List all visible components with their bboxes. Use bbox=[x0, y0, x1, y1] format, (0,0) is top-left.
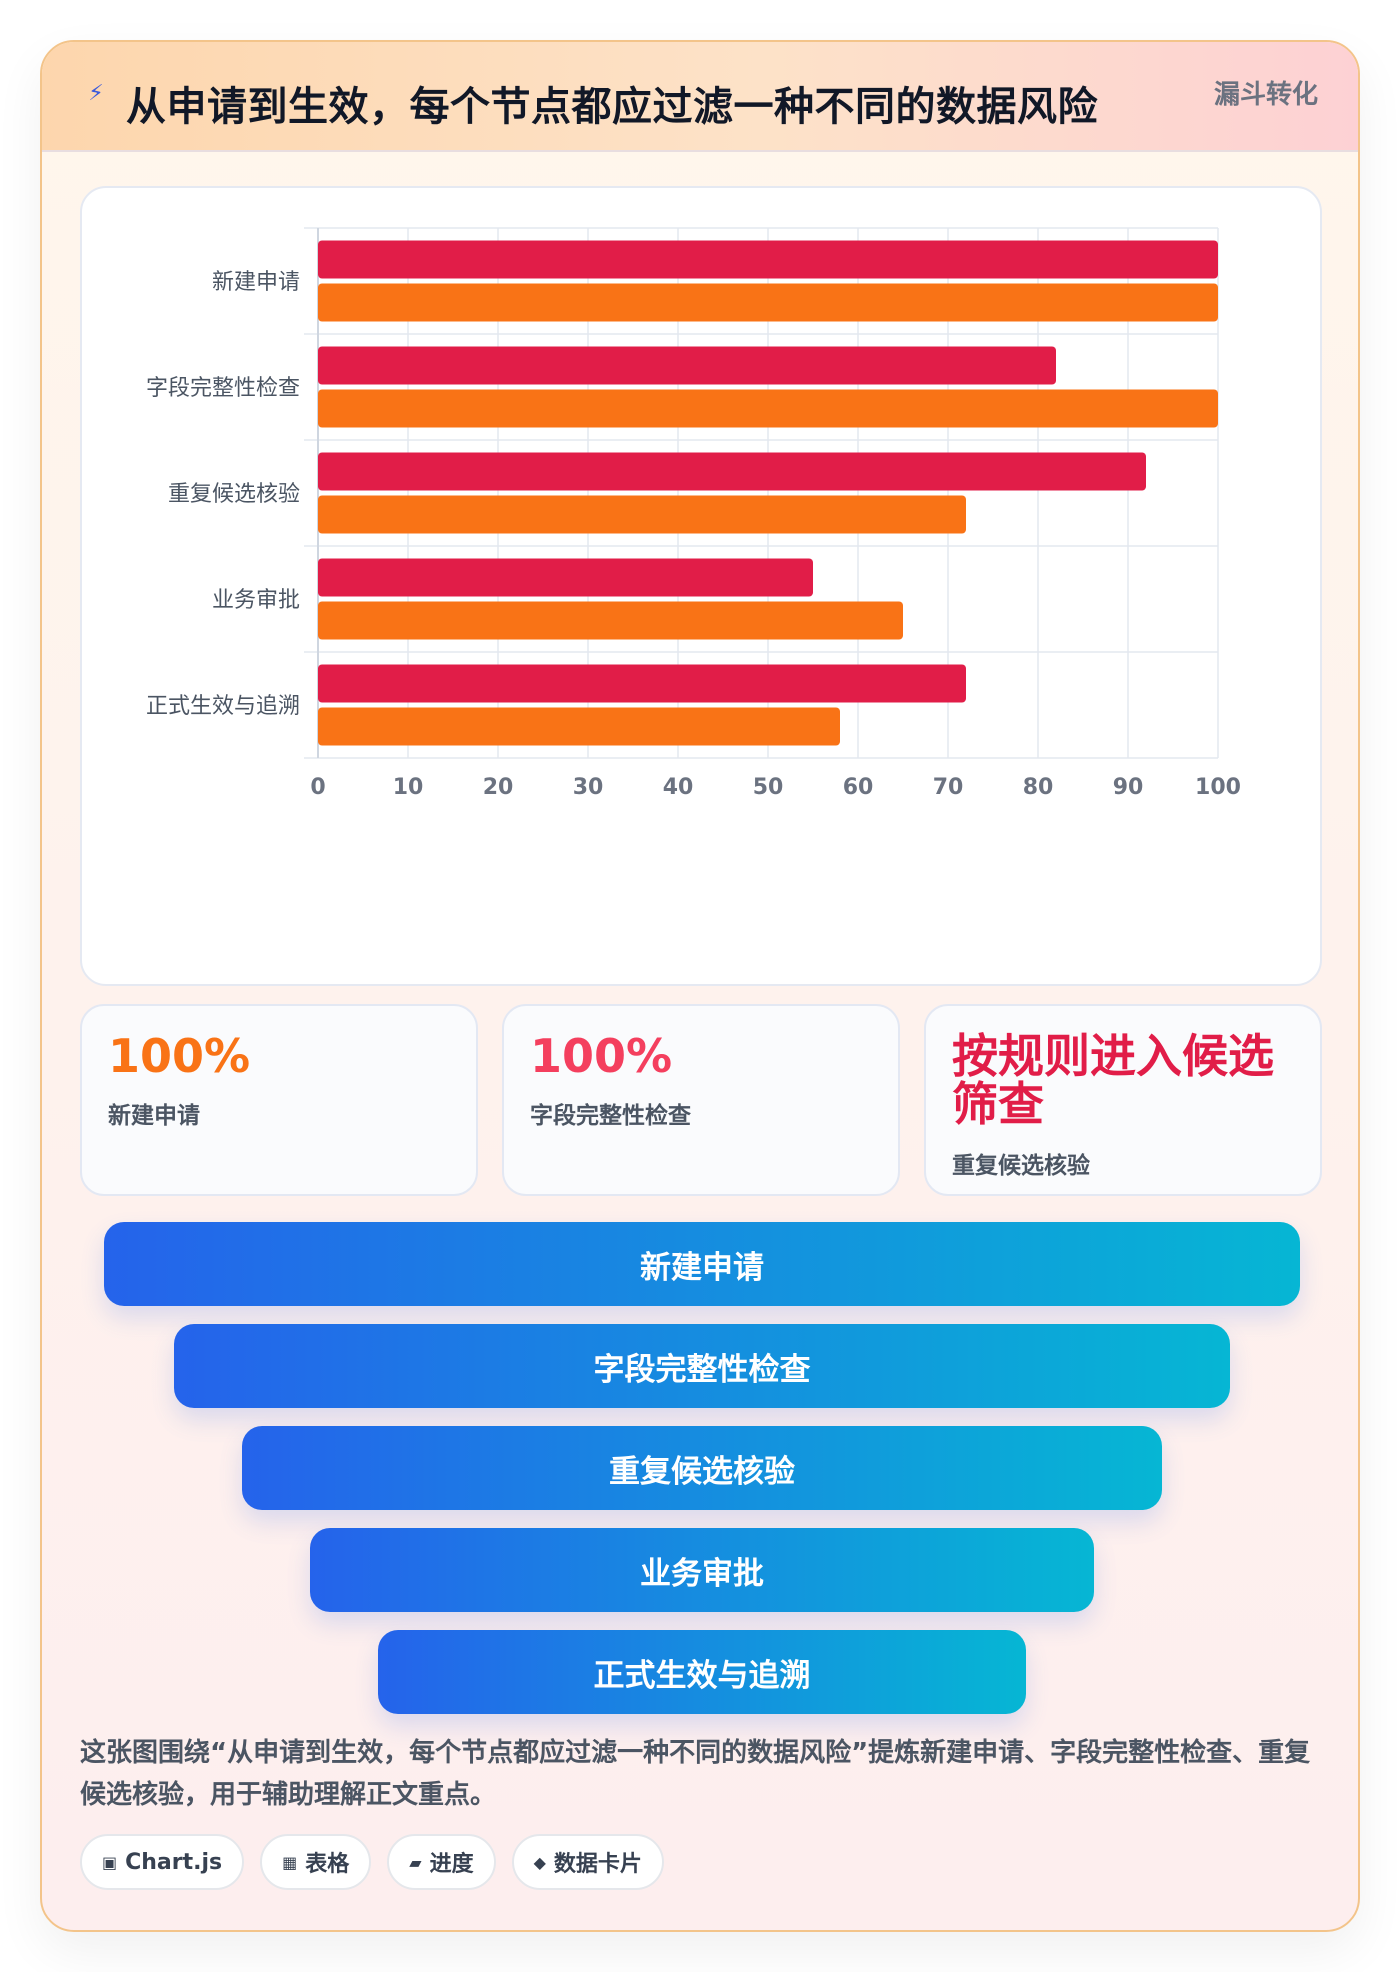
stat-label: 新建申请 bbox=[108, 1103, 200, 1129]
x-tick-label: 100 bbox=[1195, 775, 1241, 800]
bar-chart: 新建申请字段完整性检查重复候选核验业务审批正式生效与追溯 0 10 20 30 40 50 6… bbox=[80, 186, 1322, 986]
chip-label: 进度 bbox=[429, 1852, 474, 1877]
x-tick-label: 80 bbox=[1023, 775, 1054, 800]
bar-2 bbox=[318, 389, 1218, 428]
x-tick-label: 10 bbox=[393, 775, 424, 800]
x-tick-label: 90 bbox=[1113, 775, 1144, 800]
bar-1 bbox=[318, 664, 966, 703]
chip-progress[interactable]: ▰ 进度 bbox=[387, 1834, 496, 1890]
stat-value: 100% bbox=[108, 1029, 251, 1083]
x-tick-label: 20 bbox=[483, 775, 514, 800]
chip-data-card[interactable]: ◆ 数据卡片 bbox=[511, 1834, 664, 1890]
stat-card-3: 按规则进入候选筛查 重复候选核验 bbox=[924, 1004, 1322, 1196]
x-tick-label: 40 bbox=[663, 775, 694, 800]
chip-list: ▣ Chart.js ▦ 表格 ▰ 进度 ◆ 数据卡片 bbox=[80, 1834, 664, 1890]
x-tick-label: 30 bbox=[573, 775, 604, 800]
header: ⚡ 从申请到生效，每个节点都应过滤一种不同的数据风险 漏斗转化 bbox=[42, 42, 1358, 152]
y-tick-label: 字段完整性检查 bbox=[146, 376, 300, 401]
x-tick-label: 0 bbox=[310, 775, 325, 800]
x-tick-label: 60 bbox=[843, 775, 874, 800]
stat-label: 重复候选核验 bbox=[952, 1153, 1090, 1179]
chip-label: 数据卡片 bbox=[553, 1852, 642, 1877]
chip-label: 表格 bbox=[305, 1852, 350, 1877]
stat-card-1: 100% 新建申请 bbox=[80, 1004, 478, 1196]
chart-icon: ▣ bbox=[102, 1852, 118, 1872]
bar-2 bbox=[318, 707, 840, 746]
bar-2 bbox=[318, 495, 966, 534]
table-icon: ▦ bbox=[282, 1852, 298, 1872]
y-tick-label: 重复候选核验 bbox=[168, 482, 300, 507]
lightning-icon: ⚡ bbox=[88, 81, 104, 106]
description-text: 这张图围绕“从申请到生效，每个节点都应过滤一种不同的数据风险”提炼新建申请、字段… bbox=[80, 1738, 1311, 1810]
y-tick-label: 业务审批 bbox=[212, 588, 300, 613]
bar-1 bbox=[318, 346, 1056, 385]
y-tick-label: 正式生效与追溯 bbox=[146, 694, 300, 719]
funnel-step-4: 业务审批 bbox=[310, 1528, 1094, 1612]
bar-2 bbox=[318, 283, 1218, 322]
category-tag: 漏斗转化 bbox=[1213, 80, 1318, 110]
y-tick-label: 新建申请 bbox=[212, 270, 300, 295]
chip-table[interactable]: ▦ 表格 bbox=[260, 1834, 372, 1890]
bar-1 bbox=[318, 558, 813, 597]
chip-label: Chart.js bbox=[125, 1849, 223, 1875]
funnel-step-1: 新建申请 bbox=[104, 1222, 1300, 1306]
bar-2 bbox=[318, 601, 903, 640]
stat-label: 字段完整性检查 bbox=[530, 1103, 691, 1129]
x-tick-label: 70 bbox=[933, 775, 964, 800]
card-icon: ◆ bbox=[533, 1852, 546, 1872]
infographic-card: ⚡ 从申请到生效，每个节点都应过滤一种不同的数据风险 漏斗转化 新建申请字段完整… bbox=[40, 40, 1360, 1932]
progress-icon: ▰ bbox=[409, 1852, 422, 1872]
bar-1 bbox=[318, 452, 1146, 491]
x-tick-label: 50 bbox=[753, 775, 784, 800]
bar-1 bbox=[318, 240, 1218, 279]
page-title: 从申请到生效，每个节点都应过滤一种不同的数据风险 bbox=[126, 84, 1098, 130]
stat-value: 按规则进入候选筛查 bbox=[952, 1029, 1274, 1131]
funnel-step-2: 字段完整性检查 bbox=[174, 1324, 1230, 1408]
stat-value: 100% bbox=[530, 1029, 673, 1083]
stat-card-2: 100% 字段完整性检查 bbox=[502, 1004, 900, 1196]
funnel-step-3: 重复候选核验 bbox=[242, 1426, 1162, 1510]
chip-chartjs[interactable]: ▣ Chart.js bbox=[80, 1834, 245, 1890]
funnel-step-5: 正式生效与追溯 bbox=[378, 1630, 1026, 1714]
